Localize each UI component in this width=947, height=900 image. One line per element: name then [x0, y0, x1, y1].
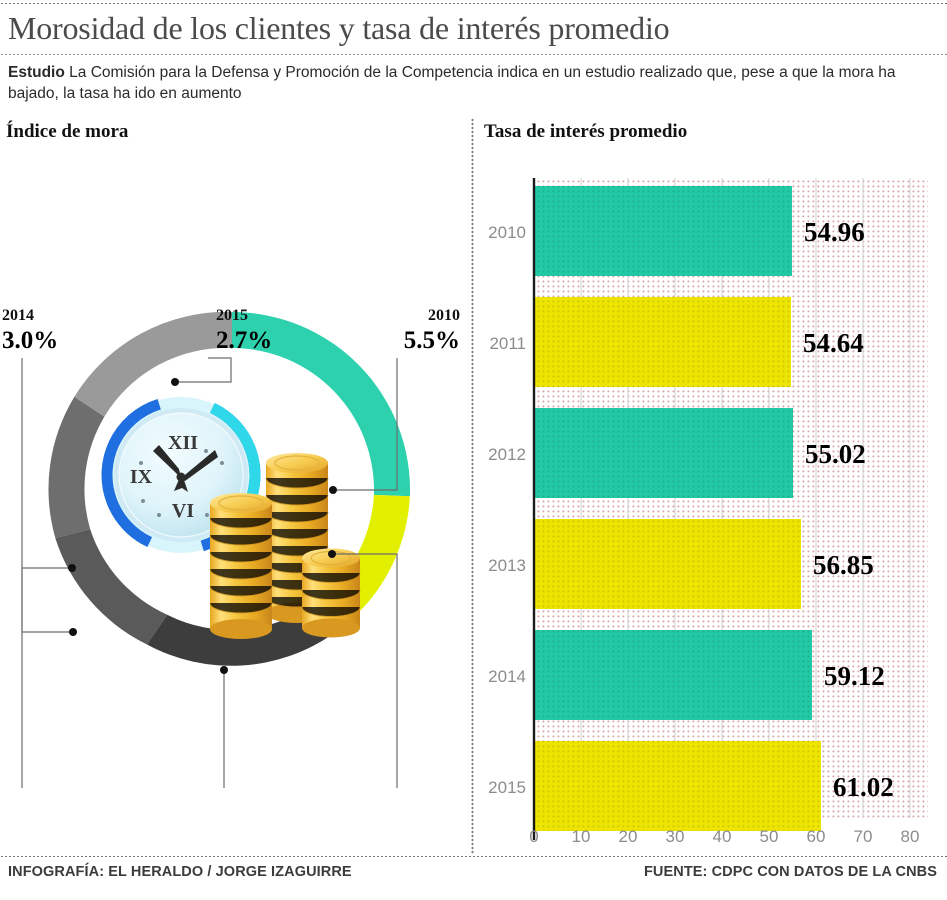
bar-row-2015 — [534, 741, 821, 831]
bars — [534, 186, 821, 831]
x-tick-70: 70 — [854, 827, 873, 846]
bar-row-2010 — [534, 186, 792, 276]
bar-category-2014: 2014 — [488, 667, 526, 686]
coin-stack-front-right — [301, 548, 361, 638]
credit-note: INFOGRAFÍA: EL HERALDO / JORGE IZAGUIRRE — [8, 864, 352, 880]
y-axis-category-labels: 2010 2011 2012 2013 2014 2015 — [488, 223, 526, 797]
donut-label-2015-value: 2.7% — [216, 327, 273, 354]
clock-second-hand — [174, 477, 188, 492]
coin-stack-front-left — [209, 493, 273, 639]
left-panel-heading: Índice de mora — [6, 121, 129, 142]
x-tick-60: 60 — [807, 827, 826, 846]
bar-chart-panel: 2010 2011 2012 2013 2014 2015 54.96 54.6… — [472, 150, 947, 855]
donut-label-2015: 2015 2.7% — [216, 307, 273, 354]
bar-chart-svg: 2010 2011 2012 2013 2014 2015 54.96 54.6… — [488, 178, 928, 846]
bar-value-2015: 61.02 — [833, 772, 894, 802]
clock-minute-hand — [181, 450, 218, 481]
bar-value-2011: 54.64 — [803, 328, 864, 358]
bar-row-2011 — [534, 297, 791, 387]
title-dotted-rule — [0, 53, 947, 56]
x-tick-50: 50 — [760, 827, 779, 846]
bar-row-2014 — [534, 630, 812, 720]
bar-value-2010: 54.96 — [804, 217, 865, 247]
bar-value-2012: 55.02 — [805, 439, 866, 469]
clock-hour-hand — [153, 445, 181, 479]
coin-stacks-illustration — [209, 453, 361, 639]
standfirst: Estudio La Comisión para la Defensa y Pr… — [8, 62, 908, 104]
bar-category-2010: 2010 — [488, 223, 526, 242]
bar-category-2015: 2015 — [488, 778, 526, 797]
donut-label-2014: 2014 3.0% — [2, 307, 59, 354]
clock-numeral-6: VI — [172, 500, 194, 522]
donut-label-2014-value: 3.0% — [2, 327, 59, 354]
clock-numeral-12: XII — [168, 432, 198, 454]
x-tick-30: 30 — [666, 827, 685, 846]
donut-segment-2010 — [232, 312, 411, 497]
callout-dots — [68, 378, 337, 674]
donut-label-2010-year: 2010 — [428, 307, 460, 324]
x-tick-10: 10 — [572, 827, 591, 846]
x-tick-80: 80 — [901, 827, 920, 846]
bar-category-2012: 2012 — [488, 445, 526, 464]
donut-label-2010-value: 5.5% — [403, 327, 460, 354]
donut-label-2014-year: 2014 — [2, 307, 34, 324]
bar-category-2013: 2013 — [488, 556, 526, 575]
standfirst-body: La Comisión para la Defensa y Promoción … — [8, 64, 896, 102]
top-dotted-rule — [0, 2, 947, 5]
clock-numeral-9: IX — [130, 466, 153, 488]
bar-row-2013 — [534, 519, 801, 609]
donut-segment-2015 — [74, 311, 233, 417]
standfirst-lead: Estudio — [8, 64, 65, 81]
donut-segment-2014 — [48, 396, 105, 538]
bar-value-labels: 54.96 54.64 55.02 56.85 59.12 61.02 — [803, 217, 894, 802]
donut-segment-2013 — [55, 529, 168, 645]
x-tick-0: 0 — [529, 827, 538, 846]
x-tick-40: 40 — [713, 827, 732, 846]
callout-leader-lines — [21, 357, 398, 788]
donut-chart-panel: XII IX VI — [0, 150, 470, 840]
footer-dotted-rule — [0, 855, 947, 858]
page-title: Morosidad de los clientes y tasa de inte… — [8, 10, 670, 46]
donut-chart-svg: XII IX VI — [21, 311, 411, 788]
bar-value-2014: 59.12 — [824, 661, 885, 691]
source-note: FUENTE: CDPC CON DATOS DE LA CNBS — [643, 864, 937, 880]
x-axis-tick-labels: 0 10 20 30 40 50 60 70 80 — [529, 827, 919, 846]
panel-separator — [471, 118, 474, 855]
right-panel-heading: Tasa de interés promedio — [484, 121, 688, 142]
x-tick-20: 20 — [619, 827, 638, 846]
donut-label-2010: 2010 5.5% — [330, 307, 460, 354]
bar-row-2012 — [534, 408, 793, 498]
bar-value-2013: 56.85 — [813, 550, 874, 580]
bar-category-2011: 2011 — [489, 334, 526, 353]
donut-label-2015-year: 2015 — [216, 307, 248, 324]
